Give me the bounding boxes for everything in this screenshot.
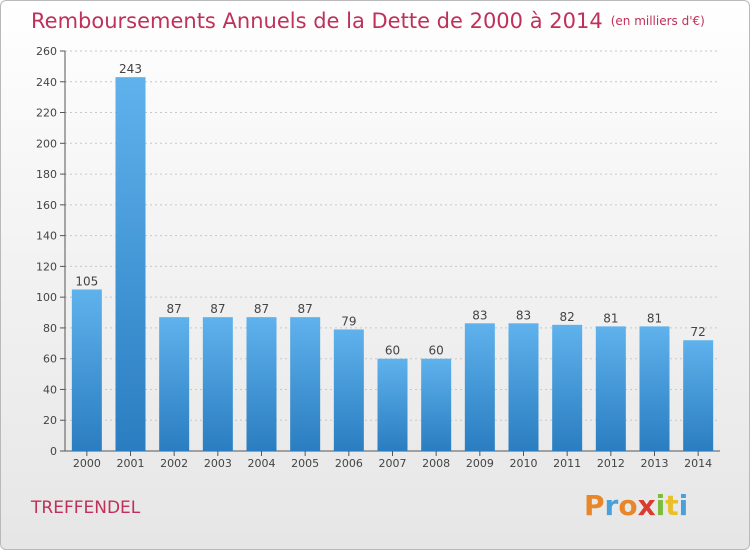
x-tick-label: 2006 <box>335 457 363 470</box>
logo-letter: i <box>655 489 666 522</box>
chart-title: Remboursements Annuels de la Dette de 20… <box>31 9 705 33</box>
y-tick-label: 160 <box>36 199 57 212</box>
y-tick-label: 200 <box>36 137 57 150</box>
x-tick-label: 2000 <box>73 457 101 470</box>
y-tick-label: 100 <box>36 291 57 304</box>
data-label: 81 <box>647 311 662 325</box>
y-tick-label: 220 <box>36 107 57 120</box>
y-tick-label: 140 <box>36 230 57 243</box>
bar <box>290 317 321 451</box>
data-label: 79 <box>341 314 356 328</box>
x-tick-label: 2014 <box>684 457 712 470</box>
data-label: 87 <box>210 302 225 316</box>
y-tick-label: 0 <box>50 445 57 458</box>
data-label: 81 <box>603 311 618 325</box>
bar <box>202 317 233 451</box>
data-label: 83 <box>472 308 487 322</box>
bar <box>377 358 408 451</box>
y-tick-label: 180 <box>36 168 57 181</box>
data-label: 87 <box>298 302 313 316</box>
x-tick-label: 2008 <box>422 457 450 470</box>
x-tick-label: 2003 <box>204 457 232 470</box>
chart-title-unit: (en milliers d'€) <box>610 14 705 28</box>
bar <box>639 326 670 451</box>
bar <box>333 329 364 451</box>
y-tick-label: 40 <box>43 383 57 396</box>
logo-letter: r <box>604 489 619 522</box>
x-tick-label: 2013 <box>641 457 669 470</box>
bar <box>421 358 452 451</box>
y-tick-label: 120 <box>36 260 57 273</box>
data-label: 83 <box>516 308 531 322</box>
logo-letter: o <box>618 489 638 522</box>
y-tick-label: 240 <box>36 76 57 89</box>
x-tick-label: 2012 <box>597 457 625 470</box>
x-tick-label: 2002 <box>160 457 188 470</box>
bar <box>159 317 190 451</box>
commune-name: TREFFENDEL <box>31 498 141 518</box>
proxiti-logo: Proxiti <box>584 489 688 522</box>
logo-letter: x <box>637 489 656 522</box>
y-tick-label: 20 <box>43 414 57 427</box>
x-tick-label: 2007 <box>379 457 407 470</box>
data-label: 87 <box>167 302 182 316</box>
bar <box>595 326 626 451</box>
x-tick-label: 2011 <box>553 457 581 470</box>
bar <box>508 323 539 451</box>
y-tick-label: 80 <box>43 322 57 335</box>
data-label: 243 <box>119 62 142 76</box>
y-tick-label: 260 <box>36 45 57 58</box>
bar <box>71 289 102 451</box>
data-label: 82 <box>560 310 575 324</box>
x-tick-label: 2004 <box>248 457 276 470</box>
x-tick-label: 2001 <box>117 457 145 470</box>
logo-letter: i <box>678 489 689 522</box>
y-tick-label: 60 <box>43 353 57 366</box>
data-label: 72 <box>691 325 706 339</box>
data-label: 87 <box>254 302 269 316</box>
bar <box>464 323 495 451</box>
data-label: 105 <box>75 274 98 288</box>
bar <box>246 317 277 451</box>
x-tick-label: 2009 <box>466 457 494 470</box>
bar <box>115 77 146 452</box>
logo-letter: P <box>584 489 605 522</box>
x-tick-label: 2010 <box>510 457 538 470</box>
bar <box>552 324 583 451</box>
data-label: 60 <box>385 344 400 358</box>
x-tick-label: 2005 <box>291 457 319 470</box>
data-label: 60 <box>429 344 444 358</box>
bar <box>683 340 714 451</box>
chart-title-main: Remboursements Annuels de la Dette de 20… <box>31 9 603 33</box>
logo-letter: t <box>665 489 679 522</box>
